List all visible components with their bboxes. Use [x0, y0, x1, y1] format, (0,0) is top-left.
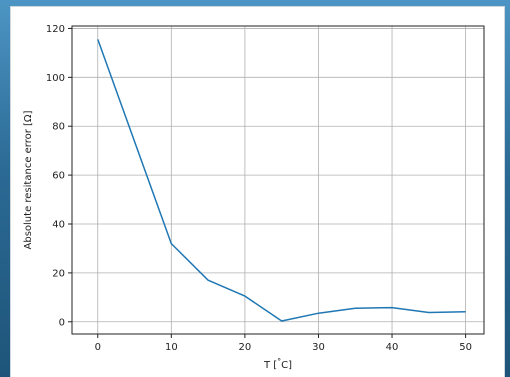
y-tick-label: 60: [52, 171, 65, 182]
plot-area-frame: [71, 25, 485, 335]
x-tick-label: 40: [386, 342, 399, 353]
grid-lines: [72, 26, 484, 334]
x-tick-label: 0: [95, 342, 101, 353]
x-tick-label: 20: [239, 342, 252, 353]
x-axis-label-unit: C]: [281, 360, 292, 371]
y-tick-label: 100: [46, 73, 65, 84]
y-tick-label: 40: [52, 220, 65, 231]
y-tick-label: 80: [52, 122, 65, 133]
y-tick-label: 20: [52, 268, 65, 279]
series-layer: [97, 39, 466, 322]
y-tick-label: 120: [46, 24, 65, 35]
x-tick-label: 50: [459, 342, 472, 353]
x-tick-label: 30: [312, 342, 325, 353]
figure-panel: [11, 7, 504, 377]
y-axis-label: Absolute resitance error [Ω]: [23, 110, 34, 249]
y-tick-label: 0: [59, 317, 65, 328]
series-line: [97, 39, 466, 322]
x-axis-label: T [°C]: [263, 357, 292, 371]
x-tick-label: 10: [165, 342, 178, 353]
x-axis-label-degree: °: [277, 357, 281, 366]
x-axis-label-text: T [: [263, 360, 277, 371]
axis-ticks: 0 10 20 30 40 50 0 20 40 60 80 100 120: [46, 24, 472, 353]
